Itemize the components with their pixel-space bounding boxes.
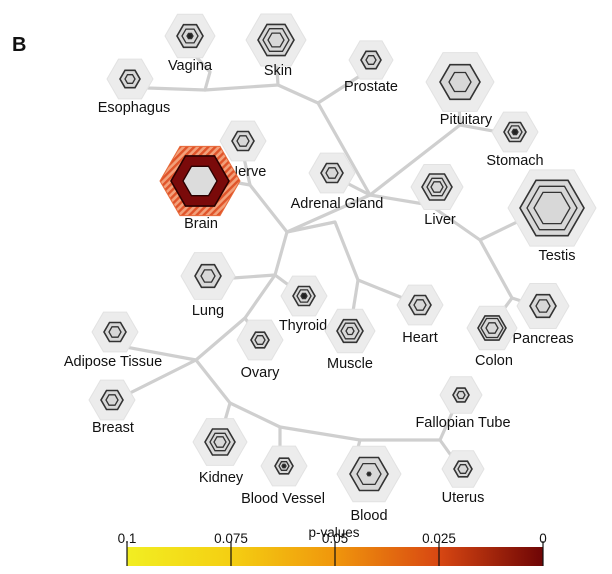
hex-ring	[365, 55, 377, 65]
hex-ring	[430, 181, 444, 193]
legend-tick-label: 0.1	[118, 531, 137, 546]
tissue-node-vagina: Vagina	[164, 13, 216, 74]
tissue-node-blood-vessel: Blood Vessel	[241, 445, 325, 507]
branch	[285, 220, 422, 307]
tissue-node-muscle: Muscle	[324, 308, 376, 372]
tissue-node-thyroid: Thyroid	[279, 275, 328, 334]
tissue-node-prostate: Prostate	[344, 40, 398, 95]
tissue-label-ovary: Ovary	[241, 365, 280, 381]
tissue-label-vagina: Vagina	[168, 58, 213, 74]
tissue-node-fallopian-tube: Fallopian Tube	[415, 376, 511, 431]
tissue-nodes: Vagina Skin Prostate Esophagus Pituitary Stom…	[64, 13, 597, 524]
legend-tick-label: 0.075	[214, 531, 248, 546]
hex-ring	[281, 463, 287, 469]
tissue-node-ovary: Ovary	[236, 319, 284, 381]
hex-ring	[254, 335, 266, 345]
hex-ring	[200, 269, 216, 283]
tissue-label-liver: Liver	[424, 212, 456, 228]
legend-tick-label: 0.05	[322, 531, 348, 546]
tissue-label-lung: Lung	[192, 303, 224, 319]
tissue-label-prostate: Prostate	[344, 79, 398, 95]
tissue-label-adipose-tissue: Adipose Tissue	[64, 354, 162, 370]
hex-ring	[267, 32, 285, 48]
tissue-label-fallopian-tube: Fallopian Tube	[415, 415, 510, 431]
tissue-node-nerve: Nerve	[219, 120, 267, 180]
branch	[238, 138, 372, 234]
tissue-node-testis: Testis	[507, 169, 597, 264]
tissue-node-pancreas: Pancreas	[512, 283, 574, 347]
tissue-label-blood: Blood	[350, 508, 387, 524]
tissue-node-brain: Brain	[159, 145, 241, 232]
hex-ring	[533, 191, 571, 225]
tissue-node-pituitary: Pituitary	[425, 52, 495, 128]
hex-ring	[108, 326, 122, 338]
hex-ring	[213, 436, 227, 448]
hex-ring	[448, 71, 472, 93]
hex-ring	[186, 32, 194, 40]
hex-ring	[511, 128, 519, 136]
tissue-label-pituitary: Pituitary	[440, 112, 493, 128]
legend-tick-label: 0.025	[422, 531, 456, 546]
branch	[113, 273, 277, 362]
tissue-label-uterus: Uterus	[442, 490, 485, 506]
tissue-node-lung: Lung	[180, 252, 236, 319]
legend-ticks: 0.1 0.075 0.05 0.025 0	[118, 531, 547, 566]
hex-ring	[535, 299, 551, 313]
tissue-label-adrenal-gland: Adrenal Gland	[291, 196, 384, 212]
tissue-label-breast: Breast	[92, 420, 134, 436]
hex-ring	[124, 74, 136, 84]
p-value-legend: p-values 0.1 0.075 0.05 0.025 0	[118, 525, 547, 566]
tissue-label-testis: Testis	[538, 248, 575, 264]
hex-ring	[182, 165, 218, 197]
hex-ring	[345, 326, 355, 336]
hex-ring	[457, 464, 469, 474]
hex-ring	[366, 471, 372, 477]
tissue-node-uterus: Uterus	[441, 450, 485, 506]
tissue-label-brain: Brain	[184, 216, 218, 232]
tissue-node-colon: Colon	[466, 305, 518, 369]
hex-ring	[413, 299, 427, 311]
tissue-label-pancreas: Pancreas	[512, 331, 573, 347]
tissue-label-heart: Heart	[402, 330, 437, 346]
tissue-node-adrenal-gland: Adrenal Gland	[291, 152, 384, 212]
tissue-node-skin: Skin	[245, 13, 307, 79]
tissue-node-adipose-tissue: Adipose Tissue	[64, 311, 162, 370]
tissue-node-breast: Breast	[88, 379, 136, 436]
tissue-node-liver: Liver	[410, 164, 464, 228]
tissue-node-stomach: Stomach	[486, 111, 544, 169]
tissue-label-esophagus: Esophagus	[98, 100, 171, 116]
hex-ring	[105, 394, 119, 406]
hex-ring	[456, 390, 466, 400]
hex-ring	[236, 135, 250, 147]
hex-ring	[485, 322, 499, 334]
legend-title: p-values	[308, 525, 359, 540]
tissue-node-esophagus: Esophagus	[98, 58, 171, 116]
tissue-node-heart: Heart	[396, 284, 444, 346]
panel-letter: B	[12, 34, 26, 56]
tissue-node-kidney: Kidney	[192, 418, 248, 486]
tissue-label-thyroid: Thyroid	[279, 318, 327, 334]
tissue-label-muscle: Muscle	[327, 356, 373, 372]
tissue-label-blood-vessel: Blood Vessel	[241, 491, 325, 507]
tissue-label-kidney: Kidney	[199, 470, 244, 486]
legend-tick-label: 0	[539, 531, 547, 546]
tissue-label-skin: Skin	[264, 63, 292, 79]
hex-ring	[325, 167, 339, 179]
tissue-label-stomach: Stomach	[486, 153, 543, 169]
tissue-node-blood: Blood	[336, 445, 402, 524]
tissue-label-colon: Colon	[475, 353, 513, 369]
hex-ring	[300, 292, 308, 300]
